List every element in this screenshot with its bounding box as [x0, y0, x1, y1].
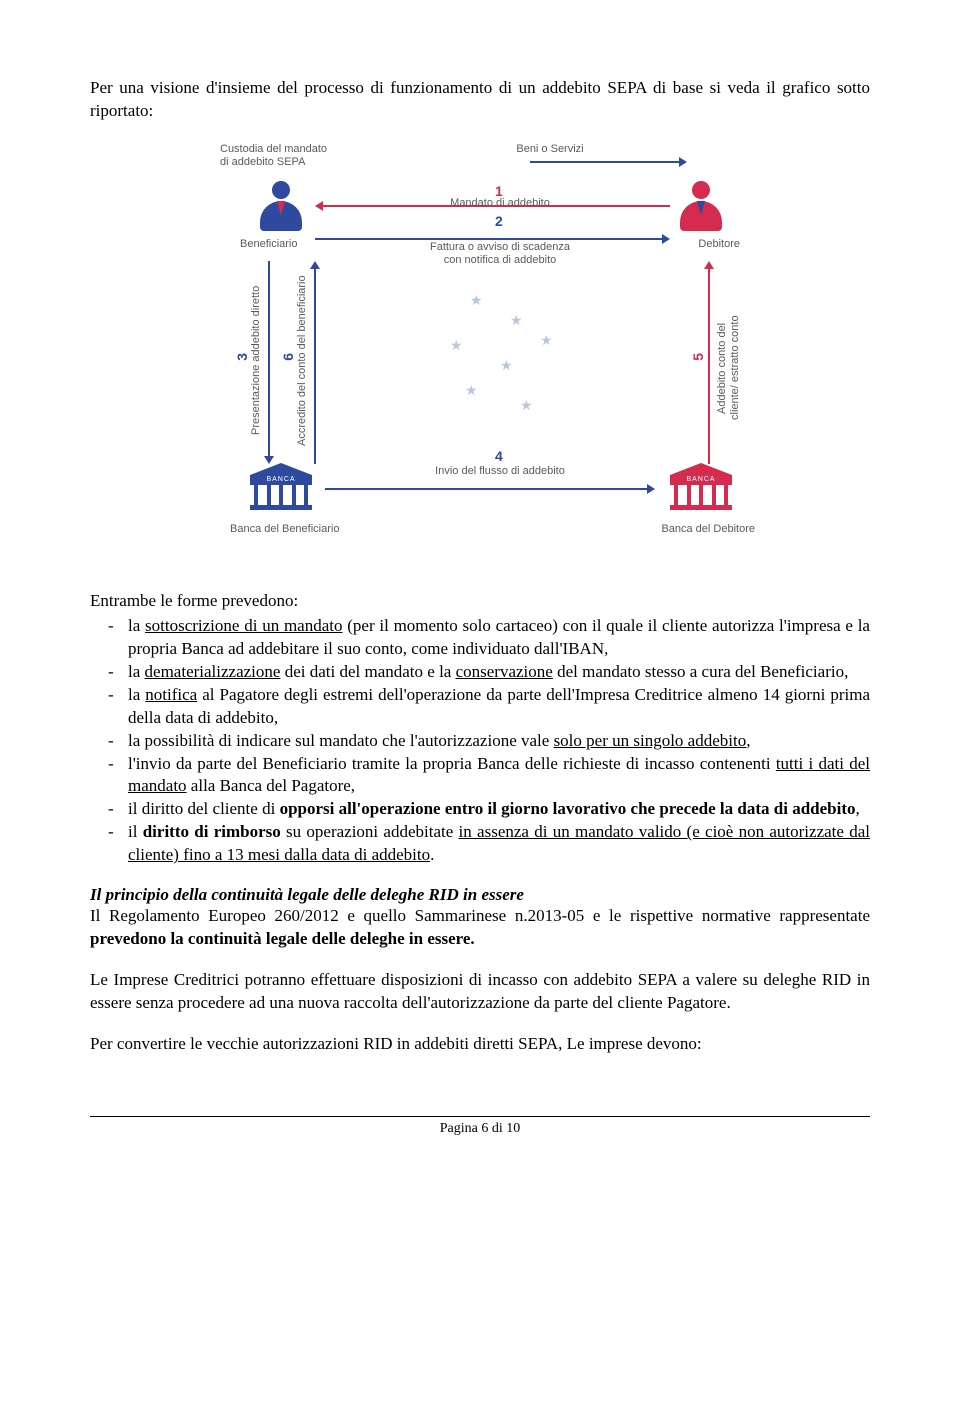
label-1: Mandato di addebito [420, 197, 580, 210]
label-banca-benef: Banca del Beneficiario [230, 523, 340, 536]
num-6: 6 [280, 353, 296, 361]
list-item: la sottoscrizione di un mandato (per il … [90, 615, 870, 661]
para-3: Per convertire le vecchie autorizzazioni… [90, 1033, 870, 1056]
label-banca-deb: Banca del Debitore [645, 523, 755, 536]
label-5: Addebito conto delcliente/ estratto cont… [716, 283, 742, 453]
star-icon: ★ [470, 293, 483, 310]
underline: notifica [145, 685, 197, 704]
star-icon: ★ [500, 358, 513, 375]
star-icon: ★ [540, 333, 553, 350]
bold: opporsi all'operazione entro il giorno l… [280, 799, 856, 818]
section-title: Il principio della continuità legale del… [90, 885, 870, 905]
bold: diritto di rimborso [143, 822, 281, 841]
banca-beneficiario-icon: BANCA [250, 463, 312, 513]
underline: sottoscrizione di un mandato [145, 616, 342, 635]
star-icon: ★ [465, 383, 478, 400]
star-icon: ★ [450, 338, 463, 355]
list-item: la possibilità di indicare sul mandato c… [90, 730, 870, 753]
list-item: la dematerializzazione dei dati del mand… [90, 661, 870, 684]
bold: prevedono la continuità legale delle del… [90, 929, 475, 948]
star-icon: ★ [510, 313, 523, 330]
num-5: 5 [690, 353, 706, 361]
bullet-list: la sottoscrizione di un mandato (per il … [90, 615, 870, 867]
list-item: il diritto del cliente di opporsi all'op… [90, 798, 870, 821]
list-item: l'invio da parte del Beneficiario tramit… [90, 753, 870, 799]
lead-text: Entrambe le forme prevedono: [90, 591, 870, 611]
para-2: Le Imprese Creditrici potranno effettuar… [90, 969, 870, 1015]
beneficiario-icon [260, 181, 302, 233]
page: Per una visione d'insieme del processo d… [0, 0, 960, 1417]
debitore-icon [680, 181, 722, 233]
label-2: Fattura o avviso di scadenzacon notifica… [410, 241, 590, 267]
footer-text: Pagina 6 di 10 [90, 1117, 870, 1137]
label-3: Presentazione addebito diretto [250, 268, 263, 453]
underline: conservazione [456, 662, 553, 681]
label-beni-servizi: Beni o Servizi [500, 143, 600, 156]
num-4: 4 [495, 448, 503, 464]
label-6: Accredito del conto del beneficiario [296, 268, 309, 453]
label-4: Invio del flusso di addebito [415, 465, 585, 478]
star-icon: ★ [520, 398, 533, 415]
para-1: Il Regolamento Europeo 260/2012 e quello… [90, 905, 870, 951]
underline: solo per un singolo addebito [554, 731, 747, 750]
underline: dematerializzazione [145, 662, 281, 681]
sepa-diagram: Custodia del mandatodi addebito SEPA Ben… [200, 143, 760, 563]
label-debitore: Debitore [680, 238, 740, 251]
list-item: il diritto di rimborso su operazioni add… [90, 821, 870, 867]
label-custodia: Custodia del mandatodi addebito SEPA [220, 143, 360, 169]
num-2: 2 [495, 213, 503, 229]
list-item: la notifica al Pagatore degli estremi de… [90, 684, 870, 730]
intro-text: Per una visione d'insieme del processo d… [90, 77, 870, 123]
label-beneficiario: Beneficiario [240, 238, 320, 251]
banca-debitore-icon: BANCA [670, 463, 732, 513]
num-3: 3 [234, 353, 250, 361]
